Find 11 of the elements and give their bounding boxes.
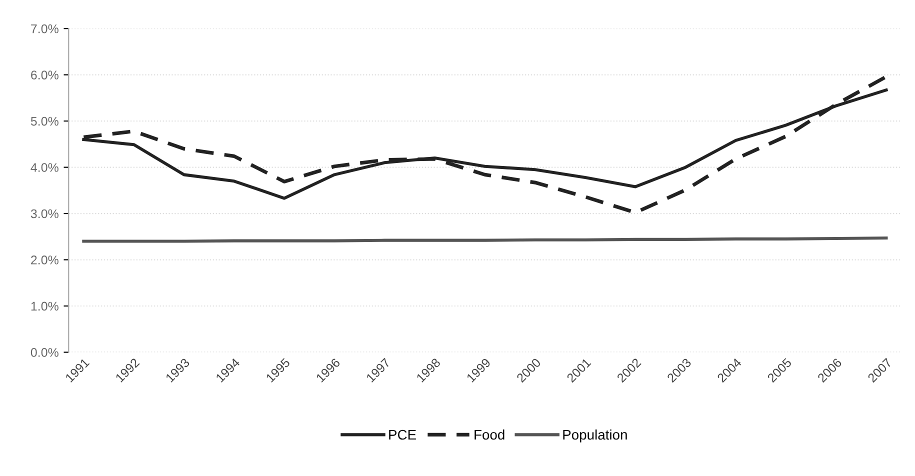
legend-label: PCE: [389, 430, 416, 440]
y-tick-label: 4.0%: [30, 163, 58, 172]
legend-label: Population: [563, 429, 627, 442]
y-tick-label: 0.0%: [30, 348, 58, 357]
y-tick-label: 7.0%: [31, 24, 58, 34]
y-tick-label: 1.0%: [31, 302, 58, 311]
legend-label: Food: [474, 429, 504, 440]
y-tick-label: 2.0%: [31, 256, 58, 264]
y-tick-label: 6.0%: [31, 70, 58, 80]
y-tick-label: 5.0%: [30, 116, 58, 126]
y-tick-label: 3.0%: [30, 209, 58, 218]
